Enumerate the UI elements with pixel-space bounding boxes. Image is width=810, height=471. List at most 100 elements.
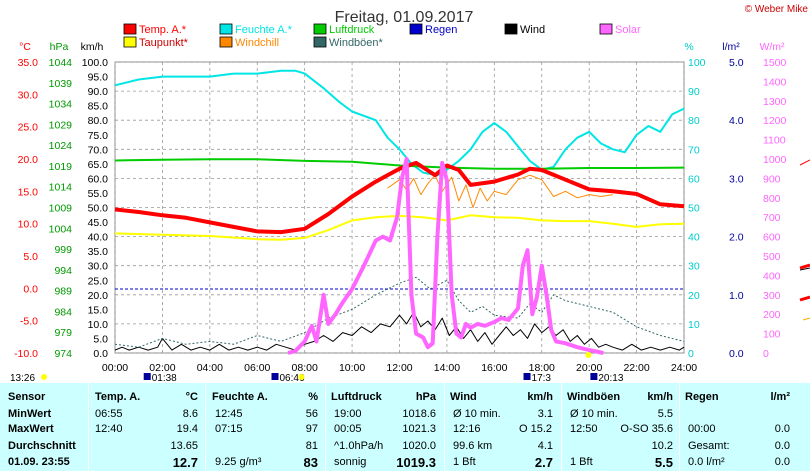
legend-label: Luftdruck [329, 24, 375, 36]
gust-value: 10.2 [651, 440, 673, 452]
x-axis-tick: 02:00 [149, 362, 175, 374]
legend-label: Wind [520, 24, 545, 36]
wind-axis-tick: 90.0 [88, 86, 109, 98]
legend-label: Windböen* [329, 37, 384, 49]
solar-axis-tick: 1000 [763, 154, 787, 166]
pressure-axis-tick: 994 [54, 265, 72, 277]
wind-value: 4.1 [537, 440, 553, 452]
wind-axis-tick: 65.0 [88, 159, 109, 171]
temp-axis-tick: 30.0 [18, 89, 39, 101]
legend-swatch [219, 36, 233, 48]
rain-axis-tick: 4.0 [729, 115, 744, 127]
edge-temp-stroke [799, 295, 810, 302]
humidity-axis-tick: 40 [688, 232, 700, 244]
wind-max: O 15.2 [518, 423, 552, 435]
humidity-value: 56 [305, 408, 318, 420]
edge-chill-stroke [802, 317, 810, 321]
wind-axis-tick: 10.0 [88, 319, 109, 331]
solar-axis-tick: 300 [763, 290, 781, 302]
humidity-value: 97 [305, 423, 318, 435]
temp-value: 13.65 [170, 440, 198, 452]
humidity-axis-tick: 90 [688, 86, 700, 98]
rain-value: 0.0 [774, 423, 790, 435]
x-axis-tick: 06:00 [244, 362, 270, 374]
summary-table: Sensor Temp. A. °C Feuchte A.% Luftdruck hPa W… [0, 383, 810, 471]
rain-axis-tick: 0.0 [729, 348, 744, 360]
temp-axis-tick: 5.0 [23, 251, 38, 263]
header-sensor: Sensor [8, 391, 46, 403]
temp-time: 12:40 [95, 423, 123, 435]
solar-axis-tick: 100 [763, 329, 781, 341]
sun-marker-icon [143, 373, 151, 380]
temp-axis-tick: 0.0 [23, 283, 38, 295]
wind-axis-tick: 20.0 [88, 290, 109, 302]
x-axis-tick: 18:00 [529, 362, 555, 374]
header-temp-unit: °C [185, 391, 198, 403]
x-axis-tick: 22:00 [623, 362, 649, 374]
solar-axis-tick: 500 [763, 251, 781, 263]
gust-value: 5.5 [657, 408, 673, 420]
rain-desc: Gesamt: [688, 440, 730, 452]
gust-value: 5.5 [654, 455, 673, 470]
summary-divider [679, 383, 680, 471]
legend-swatch [409, 23, 423, 35]
pressure-value: 1019.3 [396, 455, 436, 470]
wind-desc: 12:16 [453, 423, 481, 435]
wind-value: 3.1 [537, 408, 553, 420]
wind-axis-tick: 95.0 [88, 72, 109, 84]
wind-axis-tick: 5.0 [93, 333, 108, 345]
wind-axis-tick: 40.0 [88, 232, 109, 244]
legend-label: Solar [615, 24, 641, 36]
pressure-axis-tick: 1044 [49, 57, 73, 69]
header-gust: Windböen [567, 391, 621, 403]
temp-axis-tick: 25.0 [18, 122, 39, 134]
summary-divider [561, 383, 562, 471]
pressure-time: sonnig [334, 456, 367, 468]
solar-axis-tick: 1300 [763, 96, 787, 108]
gust-desc: 12:50 [570, 423, 598, 435]
header-wind-unit: km/h [527, 391, 553, 403]
humidity-axis-tick: 20 [688, 290, 700, 302]
sun-marker-label: 06:46 [280, 373, 305, 383]
edge-wind-stroke [799, 267, 810, 271]
row-label: 01.09. 23:55 [8, 456, 70, 468]
legend-label: Windchill [235, 37, 279, 49]
solar-axis-tick: 1500 [763, 57, 787, 69]
current-time-label: 13:26 [10, 373, 35, 383]
solar-axis-tick: 1400 [763, 76, 787, 88]
temp-value: 19.4 [176, 423, 198, 435]
x-axis-tick: 14:00 [434, 362, 460, 374]
gust-desc: 1 Bft [570, 456, 593, 468]
sun-dot [298, 374, 305, 380]
solar-axis-tick: 700 [763, 212, 781, 224]
sun-marker-icon [523, 373, 531, 380]
temp-axis-unit: °C [19, 41, 31, 53]
wind-axis-tick: 0.0 [93, 348, 108, 360]
wind-axis-tick: 35.0 [88, 246, 109, 258]
rain-axis-tick: 1.0 [729, 290, 744, 302]
legend-label: Regen [425, 24, 457, 36]
temp-value: 12.7 [172, 455, 198, 470]
solar-axis-tick: 200 [763, 309, 781, 321]
summary-divider [205, 383, 206, 471]
temp-axis-tick: 35.0 [18, 57, 39, 69]
wind-value: 2.7 [534, 455, 553, 470]
wind-axis-tick: 100.0 [82, 57, 108, 69]
rain-axis-tick: 5.0 [729, 57, 744, 69]
temp-axis-tick: 10.0 [18, 219, 39, 231]
wind-axis-tick: 70.0 [88, 144, 109, 156]
wind-axis-unit: km/h [81, 41, 104, 53]
header-pressure-unit: hPa [415, 391, 436, 403]
legend-swatch [313, 36, 327, 48]
pressure-axis-tick: 1029 [49, 119, 73, 131]
humidity-axis-tick: 60 [688, 173, 700, 185]
rain-value: 0.0 [774, 456, 790, 468]
x-axis-tick: 20:00 [576, 362, 602, 374]
pressure-axis-tick: 1034 [49, 99, 73, 111]
solar-axis-tick: 800 [763, 193, 781, 205]
x-axis-tick: 00:00 [102, 362, 128, 374]
pressure-axis-tick: 1009 [49, 203, 73, 215]
wind-axis-tick: 55.0 [88, 188, 109, 200]
temp-time: 06:55 [95, 408, 123, 420]
pressure-value: 1021.3 [402, 423, 436, 435]
